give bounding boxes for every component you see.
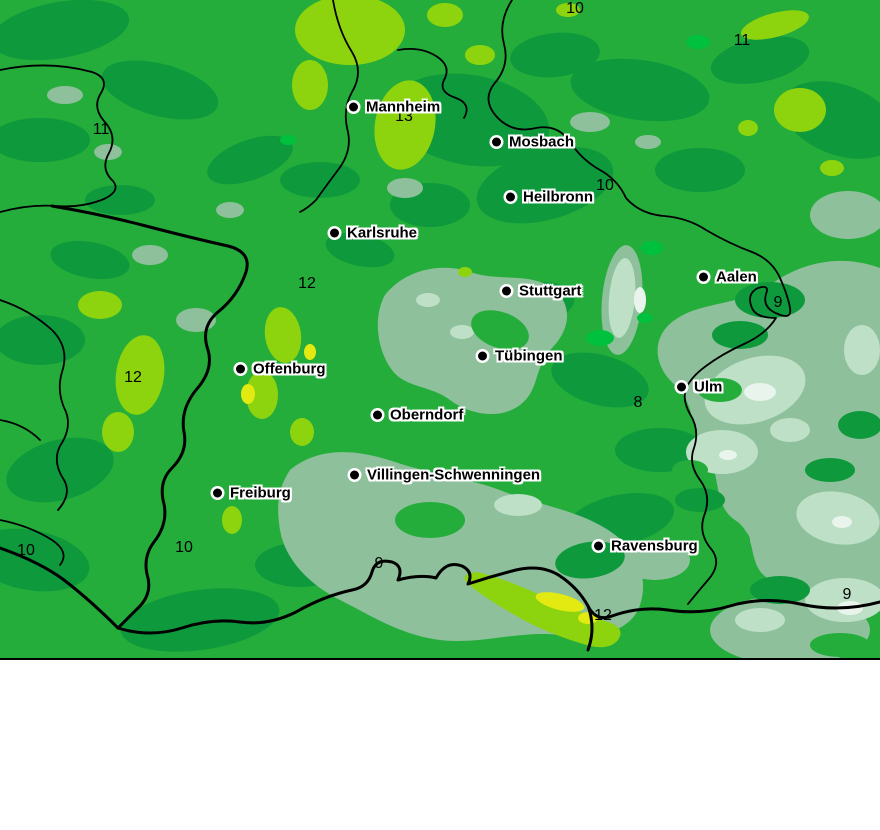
city-marker-mannheim: Mannheim [349, 99, 440, 116]
border-lines-thin [0, 0, 792, 605]
city-marker-karlsruhe: Karlsruhe [330, 225, 417, 242]
city-marker-aalen: Aalen [699, 269, 757, 286]
city-label: Villingen-Schwenningen [367, 466, 541, 484]
city-label: Karlsruhe [347, 224, 418, 242]
city-dot [349, 102, 358, 112]
city-dot [213, 488, 222, 498]
city-marker-villingen-schwenningen: Villingen-Schwenningen [350, 467, 540, 484]
city-label: Oberndorf [390, 406, 464, 424]
city-label: Mannheim [366, 98, 441, 116]
temperature-map: Mannheim Mosbach Heilbronn Karlsruhe Stuttga… [0, 0, 880, 660]
city-label: Ulm [694, 378, 723, 396]
temperature-value-label: 12 [594, 607, 612, 624]
city-dot [677, 382, 686, 392]
city-marker-heilbronn: Heilbronn [506, 189, 593, 206]
city-label: Ravensburg [611, 537, 698, 555]
temperature-value-label: 12 [124, 369, 142, 386]
temperature-value-label: 9 [374, 555, 384, 572]
temperature-value-label: 10 [175, 539, 193, 556]
city-label: Freiburg [230, 484, 291, 502]
city-label: Stuttgart [519, 282, 582, 300]
footer: Temperatur in 2m (in °C) Modell: ICON-D2… [0, 660, 880, 830]
temperature-value-label: 10 [596, 177, 614, 194]
city-label: Heilbronn [523, 188, 593, 206]
city-marker-stuttgart: Stuttgart [502, 283, 582, 300]
border-lines-thick [0, 204, 880, 652]
city-dot [478, 351, 487, 361]
city-dot [236, 364, 245, 374]
bright-yellow-spots [241, 344, 598, 624]
city-dot [699, 272, 708, 282]
city-dot [594, 541, 603, 551]
city-dot [330, 228, 339, 238]
temperature-value-label: 9 [842, 586, 852, 603]
city-label: Mosbach [509, 133, 575, 151]
temperature-value-label: 12 [298, 275, 316, 292]
temperature-value-label: 9 [773, 294, 783, 311]
city-marker-freiburg: Freiburg [213, 485, 291, 502]
temperature-raster [0, 0, 880, 658]
city-dot [492, 137, 501, 147]
city-dot [502, 286, 511, 296]
temperature-value-label: 10 [17, 542, 35, 559]
city-marker-t-bingen: Tübingen [478, 348, 563, 365]
city-label: Aalen [716, 268, 757, 286]
city-marker-oberndorf: Oberndorf [373, 407, 463, 424]
city-marker-ulm: Ulm [677, 379, 722, 396]
city-marker-offenburg: Offenburg [236, 361, 326, 378]
temperature-value-label: 10 [566, 0, 584, 17]
city-label: Offenburg [253, 360, 326, 378]
temperature-value-label: 11 [92, 121, 110, 138]
city-dot [506, 192, 515, 202]
city-dot [373, 410, 382, 420]
temperature-value-label: 11 [733, 32, 751, 49]
city-dot [350, 470, 359, 480]
city-label: Tübingen [495, 347, 563, 365]
city-marker-mosbach: Mosbach [492, 134, 574, 151]
vivid-green-spots [280, 35, 710, 346]
city-marker-ravensburg: Ravensburg [594, 538, 698, 555]
temperature-value-label: 13 [395, 108, 413, 125]
yellow-green-patches [78, 0, 844, 648]
mint-patches [416, 258, 880, 632]
temperature-value-label: 8 [633, 394, 643, 411]
green-islands [395, 282, 880, 657]
